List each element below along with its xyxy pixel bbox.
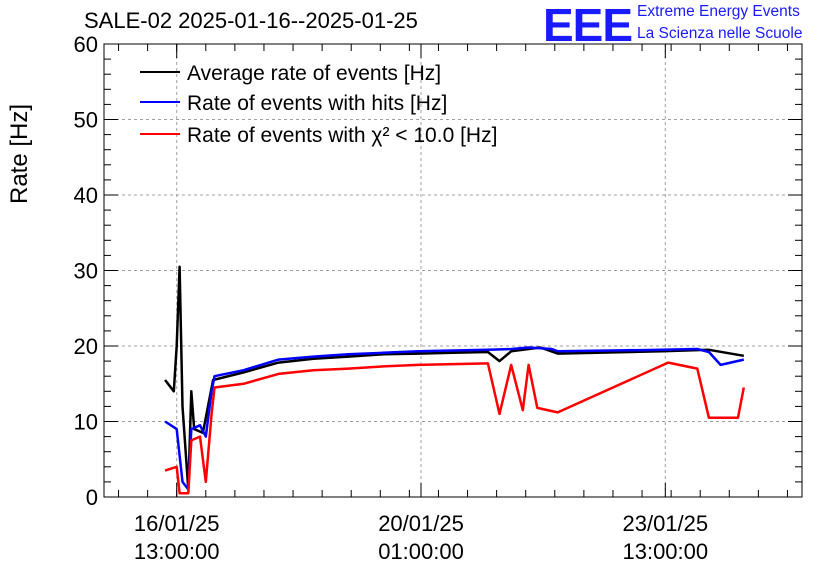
legend: Average rate of events [Hz] Rate of event… (140, 62, 497, 147)
y-tick-label: 0 (86, 485, 98, 510)
x-tick-label-time: 13:00:00 (134, 539, 220, 564)
grid-lines (104, 44, 802, 497)
y-tick-label: 10 (74, 410, 98, 435)
y-tick-label: 20 (74, 334, 98, 359)
x-tick-label-date: 23/01/25 (622, 511, 708, 536)
legend-label-0: Average rate of events [Hz] (187, 62, 441, 85)
y-tick-label: 50 (74, 108, 98, 133)
x-tick-label-date: 20/01/25 (378, 511, 464, 536)
y-tick-label: 40 (74, 183, 98, 208)
y-tick-label: 60 (74, 32, 98, 57)
logo-subtitle-line1: Extreme Energy Events (637, 3, 800, 20)
series-lines (164, 265, 746, 495)
legend-label-1: Rate of events with hits [Hz] (187, 92, 447, 115)
eee-logo: EEE (543, 0, 633, 51)
x-tick-label-date: 16/01/25 (134, 511, 220, 536)
chart-title: SALE-02 2025-01-16--2025-01-25 (84, 8, 418, 33)
legend-label-2: Rate of events with χ² < 10.0 [Hz] (187, 124, 497, 147)
x-tick-label-time: 13:00:00 (622, 539, 708, 564)
series-line-0 (164, 265, 745, 491)
series-line-1 (164, 346, 745, 491)
logo-subtitle-line2: La Scienza nelle Scuole (637, 25, 803, 42)
series-line-2 (164, 361, 746, 495)
y-tick-label: 30 (74, 259, 98, 284)
x-tick-label-time: 01:00:00 (378, 539, 464, 564)
axes: 0 10 20 30 40 50 60 16/01/25 13:00:00 20/01/25 01:… (6, 32, 803, 564)
y-axis-label: Rate [Hz] (6, 104, 33, 204)
